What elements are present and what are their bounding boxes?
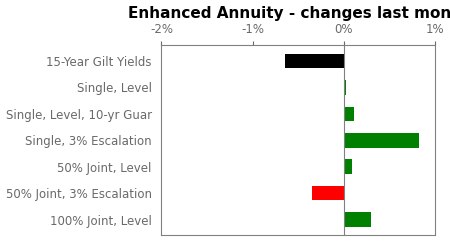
Bar (344, 107, 354, 121)
Bar (312, 186, 344, 200)
Bar (344, 212, 371, 227)
Bar (344, 160, 352, 174)
Title: Enhanced Annuity - changes last month: Enhanced Annuity - changes last month (127, 6, 450, 20)
Bar (344, 133, 418, 147)
Bar (344, 80, 346, 95)
Bar (284, 54, 344, 68)
